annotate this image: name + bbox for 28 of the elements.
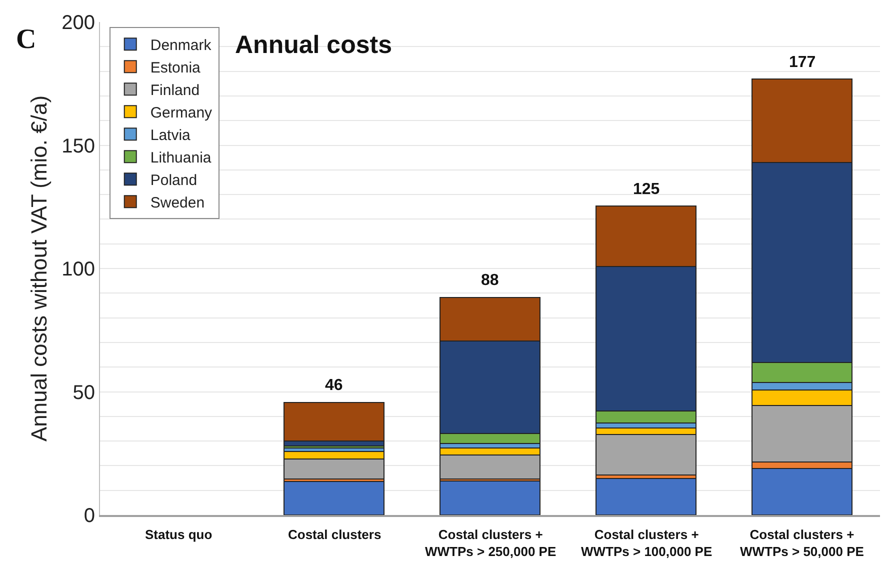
y-tick-label: 100 [62,258,95,280]
x-tick-label: Status quo [145,527,212,542]
y-tick-label: 150 [62,135,95,158]
x-tick-label: Costal clusters [288,527,382,542]
bar [284,481,384,515]
x-tick-label: Costal clusters + WWTPs > 250,000 PE [425,527,556,559]
legend-label: Denmark [150,37,212,54]
total-label: 46 [325,377,343,394]
bar [596,478,696,515]
chart-title: Annual costs [235,31,392,59]
x-tick-label: Costal clusters + WWTPs > 100,000 PE [581,527,712,559]
x-tick-label: Costal clusters + WWTPs > 50,000 PE [740,527,864,559]
legend-label: Finland [150,82,200,100]
legend-label: Poland [150,172,198,190]
legend-label: Germany [150,104,213,122]
legend-label: Sweden [150,194,205,212]
total-label: 125 [633,181,660,198]
total-label: 177 [789,54,816,71]
y-tick-label: 0 [84,505,95,527]
y-tick-label: 200 [62,12,95,34]
bar [440,480,540,515]
total-label: 88 [481,272,499,289]
text: C [16,24,36,55]
y-axis-title: Annual costs without VAT (mio. €/a) [26,95,52,442]
y-tick-label: 50 [72,382,95,404]
legend-label: Estonia [150,60,202,77]
legend-label: Lithuania [150,150,212,167]
legend-label: Latvia [150,127,192,144]
